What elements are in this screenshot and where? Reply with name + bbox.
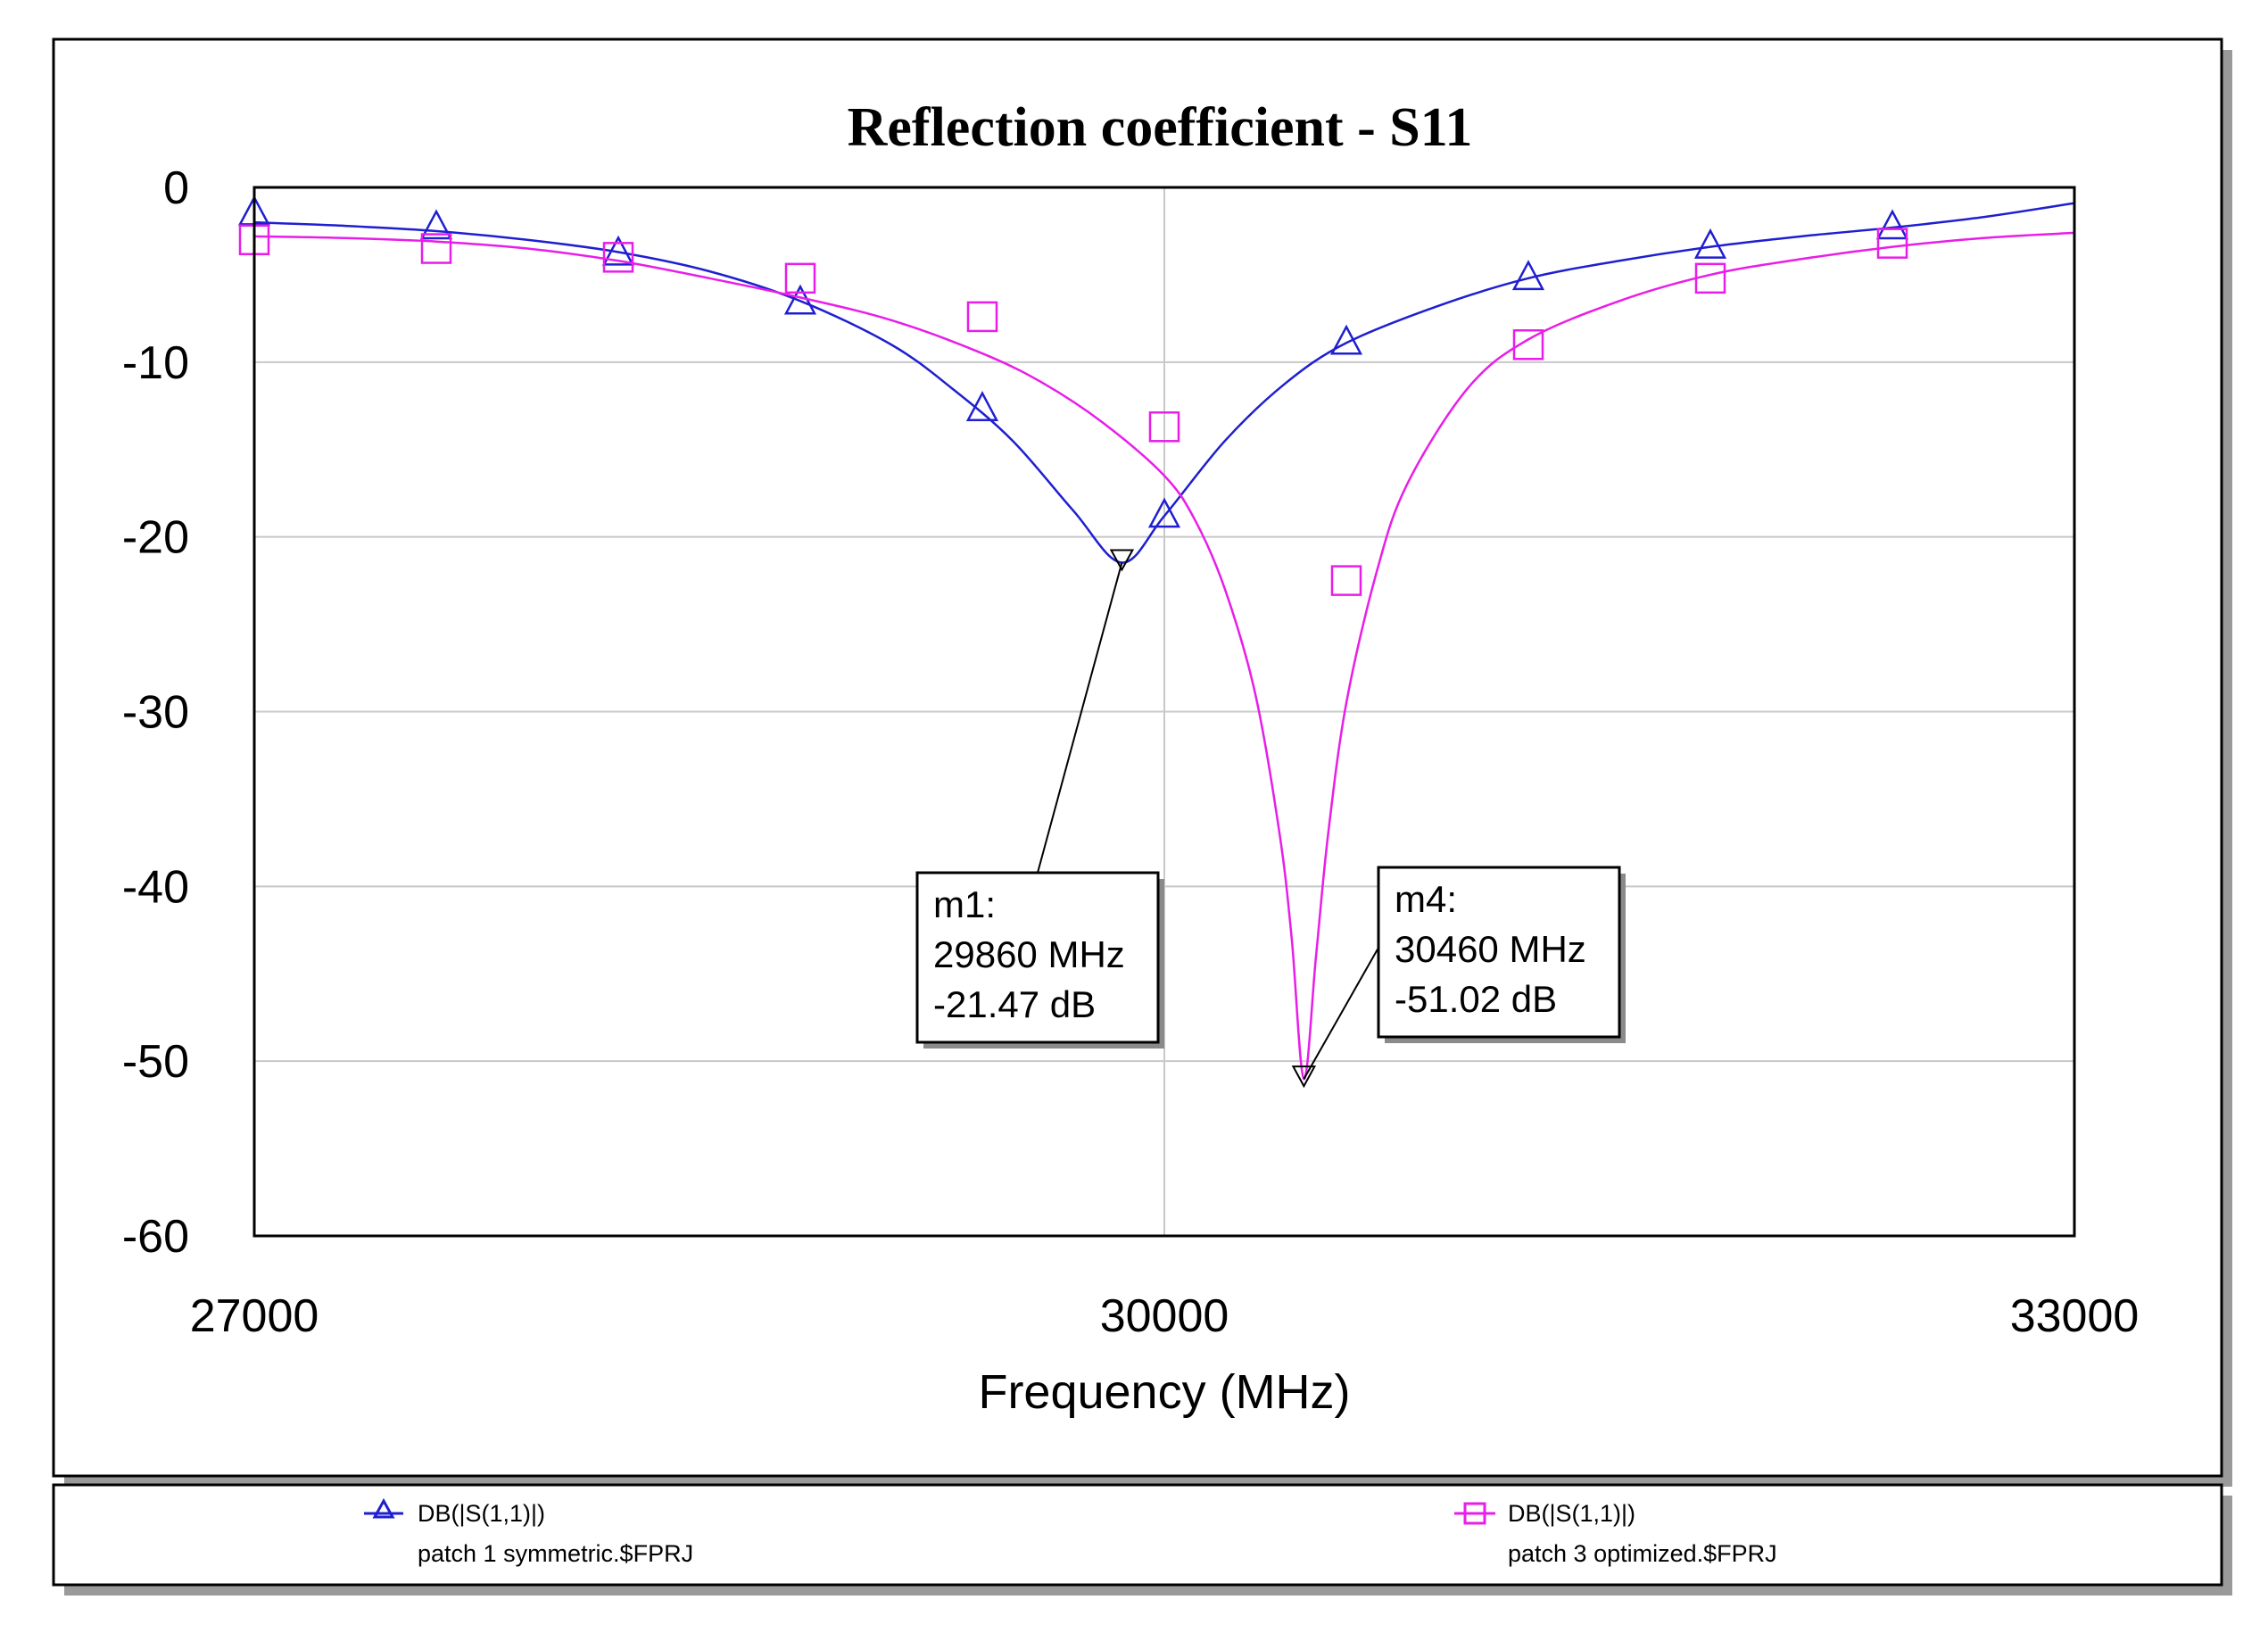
annotation-leader-m4 [1303,947,1379,1080]
x-tick-label: 33000 [2010,1290,2140,1342]
data-point-square [1148,411,1180,443]
data-point-triangle [1875,209,1909,240]
annotation-box-m1 [915,871,1160,1044]
y-tick-label: -50 [122,1036,189,1088]
marker-annotations: m1: 29860 MHz -21.47 dB m4: 30460 MHz -51.02 … [915,549,1626,1089]
annotation-text-m4: 30460 MHz [1395,928,1586,970]
data-point-square [1876,228,1908,259]
y-tick-label: 0 [163,162,189,214]
data-point-square [1694,262,1726,294]
annotation-text-m4: -51.02 dB [1395,978,1557,1020]
annotation-text-m1: m1: [933,883,996,925]
legend-series-1-source: patch 1 symmetric.$FPRJ [418,1540,693,1567]
data-point-square [966,301,998,333]
series-group [237,195,2075,1081]
annotation-text-m1: 29860 MHz [933,933,1125,975]
data-point-triangle [1147,497,1181,528]
y-tick-label: -30 [122,687,189,739]
data-point-square [602,242,634,273]
data-point-triangle [1693,228,1727,259]
x-tick-label: 27000 [190,1290,319,1342]
data-point-square [420,233,452,264]
data-point-square [1330,565,1362,596]
chart-title: Reflection coefficient - S11 [848,97,1473,158]
data-point-triangle [1329,324,1363,355]
grid-lines [254,187,2074,1236]
x-axis-tick-labels: 27000 30000 33000 [190,1290,2140,1342]
legend-triangle-icon [372,1497,395,1519]
data-point-triangle [419,209,453,240]
series-line-1 [253,202,2075,564]
data-point-triangle [601,235,635,266]
data-point-square [1512,329,1544,361]
annotation-point-m1 [1109,549,1135,572]
annotation-leader-m1 [1037,562,1123,874]
plot-border [252,186,2076,1238]
legend-square-icon [1463,1502,1486,1525]
series-line-2 [253,231,2075,1081]
data-point-triangle [965,391,999,421]
y-tick-label: -60 [122,1211,189,1263]
x-tick-label: 30000 [1100,1290,1229,1342]
legend-entry-series-1[interactable]: DB(|S(1,1)|) patch 1 symmetric.$FPRJ [364,1497,693,1567]
annotation-box-m4 [1377,866,1621,1039]
legend-series-1-name: DB(|S(1,1)|) [418,1500,545,1527]
legend-series-2-name: DB(|S(1,1)|) [1508,1500,1635,1527]
data-point-square [784,262,816,294]
legend-frame [52,1483,2223,1587]
annotation-text-m4: m4: [1395,878,1457,920]
legend-entry-series-2[interactable]: DB(|S(1,1)|) patch 3 optimized.$FPRJ [1454,1500,1777,1567]
legend-series-2-source: patch 3 optimized.$FPRJ [1508,1540,1777,1567]
x-axis-label: Frequency (MHz) [978,1365,1350,1419]
y-tick-label: -20 [122,512,189,564]
annotation-point-m4 [1291,1065,1317,1089]
y-tick-label: -40 [122,861,189,913]
annotation-text-m1: -21.47 dB [933,983,1096,1025]
y-tick-label: -10 [122,337,189,389]
data-point-triangle [1511,260,1545,291]
y-axis-tick-labels: 0 -10 -20 -30 -40 -50 -60 [122,162,189,1263]
